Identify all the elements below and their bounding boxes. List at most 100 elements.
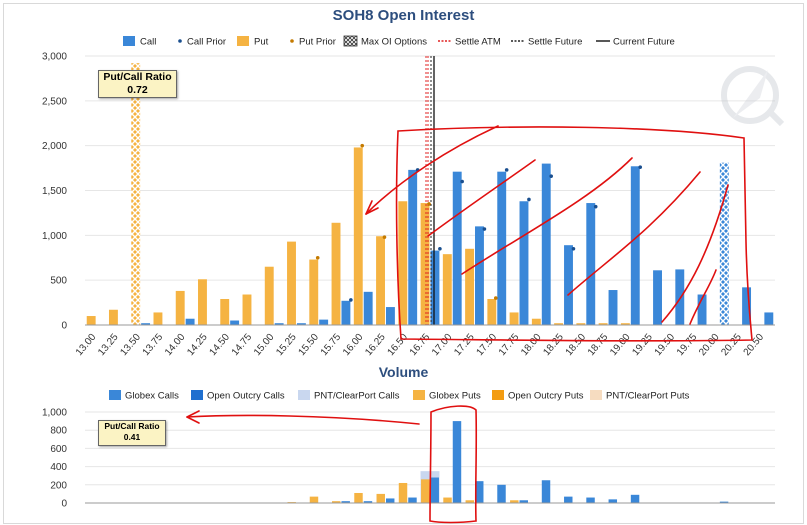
- call-prior-dot: [438, 246, 442, 251]
- oi-x-tick-label: 17.00: [430, 332, 455, 359]
- call-prior-dot: [571, 246, 576, 251]
- call-bar: [319, 319, 329, 325]
- legend-swatch: [492, 390, 504, 400]
- legend-label: Globex Puts: [429, 391, 481, 402]
- call-bar: [697, 294, 707, 325]
- legend-swatch: [298, 390, 310, 400]
- put-bar: [86, 316, 96, 325]
- put-bar: [598, 323, 608, 325]
- volume-put-call-ratio-value: 0.41: [123, 432, 141, 442]
- put-bar: [220, 298, 230, 325]
- legend-swatch: [237, 36, 249, 46]
- oi-x-tick-label: 14.25: [185, 332, 210, 359]
- oi-x-tick-label: 17.50: [475, 332, 500, 359]
- globex-calls-bar: [452, 421, 462, 503]
- oi-x-tick-label: 18.25: [541, 332, 566, 359]
- put-prior-dot: [315, 255, 320, 260]
- put-bar: [509, 312, 519, 325]
- annotation-vol-arrow: [186, 414, 420, 425]
- put-bar: [398, 201, 408, 325]
- volume-chart-title: Volume: [378, 364, 429, 380]
- globex-calls-bar: [408, 497, 417, 503]
- legend-label: Open Outcry Puts: [508, 391, 584, 402]
- annotation-vol-arrow-head: [186, 410, 200, 424]
- oi-y-tick-label: 1,500: [42, 186, 67, 197]
- call-bar: [630, 166, 640, 325]
- call-prior-dot: [460, 179, 464, 184]
- globex-puts-bar: [510, 500, 519, 503]
- put-bar: [153, 312, 163, 325]
- call-bar: [385, 307, 395, 325]
- globex-calls-bar: [586, 497, 595, 503]
- call-bar: [363, 291, 373, 325]
- oi-x-tick-label: 13.00: [74, 332, 99, 359]
- globex-calls-bar: [608, 499, 618, 503]
- legend-label: Current Future: [613, 37, 675, 48]
- legend-swatch: [343, 35, 358, 47]
- call-bar: [274, 323, 284, 325]
- legend-label: PNT/ClearPort Puts: [606, 391, 690, 402]
- put-bar: [264, 266, 274, 325]
- legend-swatch: [178, 39, 182, 43]
- call-bar: [452, 171, 462, 325]
- put-bar: [442, 254, 452, 325]
- put-bar: [353, 147, 363, 325]
- oi-x-tick-label: 15.75: [319, 332, 344, 359]
- oi-x-tick-label: 18.00: [519, 332, 544, 359]
- legend-swatch: [290, 39, 294, 43]
- call-bar: [541, 163, 551, 325]
- annotation-vol-box: [429, 405, 478, 524]
- put-bar: [554, 323, 564, 325]
- globex-calls-bar: [430, 477, 439, 503]
- call-bar: [764, 312, 774, 325]
- globex-calls-bar: [564, 496, 573, 503]
- call-bar: [185, 318, 195, 325]
- put-bar: [108, 309, 118, 325]
- oi-x-tick-label: 18.75: [586, 332, 611, 359]
- annotation-arrow-up: [365, 125, 499, 215]
- annotation-stroke: [689, 269, 717, 325]
- volume-y-tick-label: 1,000: [42, 408, 67, 419]
- legend-label: Open Outcry Calls: [207, 391, 285, 402]
- call-bar: [141, 323, 151, 325]
- put-bar: [309, 259, 319, 325]
- oi-put-call-ratio-label: Put/Call Ratio: [103, 71, 172, 83]
- globex-calls-bar: [519, 500, 528, 503]
- put-bar: [287, 241, 296, 325]
- oi-chart-title: SOH8 Open Interest: [332, 7, 475, 24]
- call-prior-dot: [638, 165, 643, 169]
- globex-puts-bar: [376, 493, 385, 503]
- oi-x-tick-label: 15.25: [274, 332, 299, 359]
- legend-label: Settle ATM: [455, 37, 501, 48]
- oi-x-tick-label: 13.50: [118, 332, 143, 359]
- oi-y-tick-label: 500: [50, 276, 67, 287]
- annotation-stroke: [661, 184, 729, 323]
- call-bar: [586, 203, 596, 325]
- oi-put-call-ratio-value: 0.72: [127, 84, 148, 96]
- put-prior-dot: [493, 296, 498, 300]
- globex-puts-bar: [332, 501, 341, 503]
- call-bar: [608, 290, 618, 325]
- watermark-logo-icon: [721, 66, 785, 127]
- call-bar: [430, 250, 440, 325]
- oi-x-tick-label: 20.50: [742, 332, 767, 359]
- globex-calls-bar: [385, 498, 395, 503]
- volume-put-call-ratio-box: Put/Call Ratio 0.41: [98, 420, 166, 446]
- put-bar: [331, 222, 341, 325]
- call-bar: [719, 162, 729, 325]
- volume-y-tick-label: 800: [50, 426, 67, 437]
- put-prior-dot: [360, 143, 365, 148]
- oi-x-tick-label: 16.00: [341, 332, 366, 359]
- globex-calls-bar: [475, 481, 484, 503]
- oi-x-tick-label: 17.25: [452, 332, 477, 359]
- oi-x-tick-label: 19.75: [675, 332, 700, 359]
- put-bar: [620, 323, 630, 325]
- call-prior-dot: [593, 204, 598, 209]
- oi-x-tick-label: 15.00: [252, 332, 277, 359]
- annotation-marks: [186, 125, 753, 524]
- oi-x-tick-label: 19.50: [653, 332, 678, 359]
- call-bar: [742, 287, 752, 325]
- volume-y-tick-label: 0: [61, 499, 67, 510]
- globex-calls-bar: [363, 501, 373, 503]
